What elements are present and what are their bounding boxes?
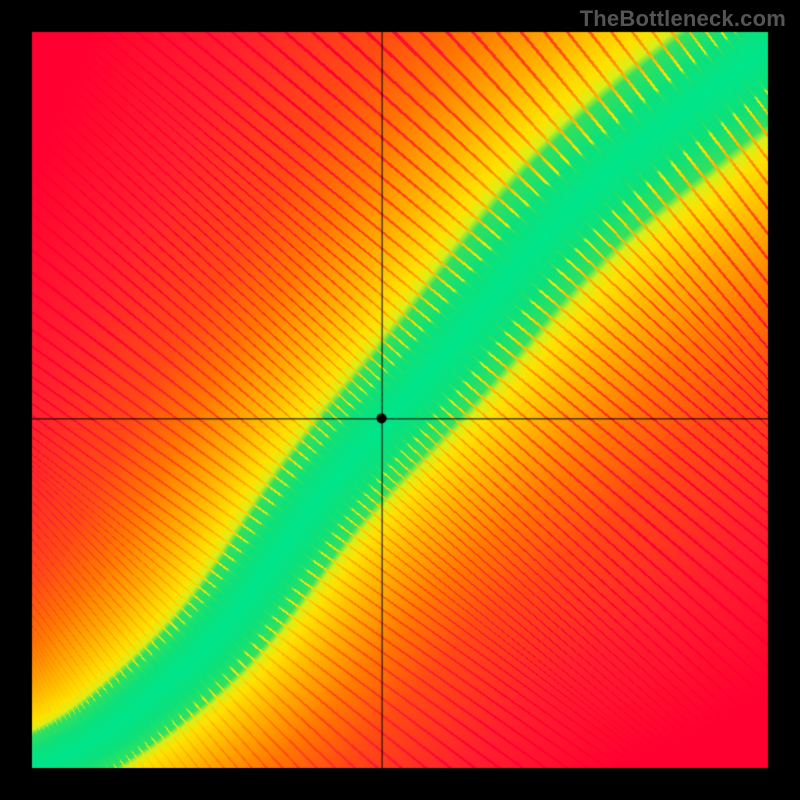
watermark-text: TheBottleneck.com: [580, 6, 786, 32]
heatmap-canvas: [0, 0, 800, 800]
chart-container: TheBottleneck.com: [0, 0, 800, 800]
